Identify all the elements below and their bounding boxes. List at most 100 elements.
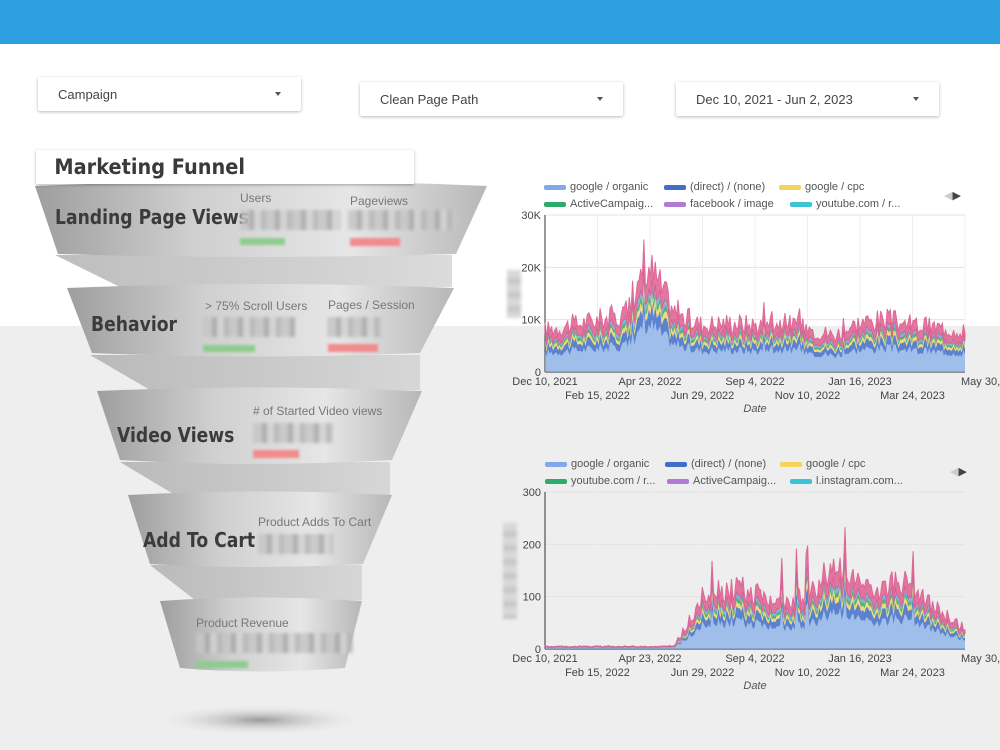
chart2-legend-item-5[interactable]: l.instagram.com... <box>790 475 903 487</box>
x-tick-label: Nov 10, 2022 <box>775 390 840 402</box>
metric-product-revenue-label: Product Revenue <box>196 616 289 630</box>
chart2-legend-item-2[interactable]: google / cpc <box>780 458 865 470</box>
funnel-title: Marketing Funnel <box>36 150 415 184</box>
scroll-users-delta <box>203 345 255 352</box>
legend-label: youtube.com / r... <box>571 475 656 487</box>
x-tick-label: May 30,... <box>961 376 1000 388</box>
page-path-dropdown[interactable]: Clean Page Path <box>360 82 623 116</box>
chart1-legend-pager: ◀▶ <box>944 189 961 202</box>
prev-page-icon[interactable]: ◀ <box>944 190 953 202</box>
y-tick-label: 200 <box>523 539 541 551</box>
x-axis-title: Date <box>743 403 766 415</box>
legend-label: google / cpc <box>806 458 866 470</box>
x-tick-label: Apr 23, 2022 <box>619 376 682 388</box>
x-tick-label: Feb 15, 2022 <box>565 390 630 402</box>
series-area-0 <box>545 312 965 372</box>
metric-scroll-users-label: > 75% Scroll Users <box>205 299 308 313</box>
prev-page-icon[interactable]: ◀ <box>950 466 959 478</box>
legend-swatch <box>544 184 566 190</box>
stage-add-to-cart: Add To Cart <box>143 528 256 552</box>
legend-label: (direct) / (none) <box>690 181 766 193</box>
chart2-area-chart: 0 100 200 300 Dec 10, 2021 Apr 23, 2022 Sep 4,… <box>512 487 1000 692</box>
legend-label: ActiveCampaig... <box>693 475 777 487</box>
x-tick-label: Jan 16, 2023 <box>828 653 892 665</box>
x-tick-label: Nov 10, 2022 <box>775 667 840 679</box>
x-tick-label: Jun 29, 2022 <box>671 390 735 402</box>
legend-label: (direct) / (none) <box>691 458 767 470</box>
campaign-dropdown[interactable]: Campaign <box>38 77 301 111</box>
legend-swatch <box>545 461 567 467</box>
product-revenue-delta <box>196 661 248 668</box>
chart1-legend-item-4[interactable]: facebook / image <box>664 198 774 210</box>
metric-users-label: Users <box>240 191 272 205</box>
legend-swatch <box>780 461 802 467</box>
x-tick-label: Jan 16, 2023 <box>828 376 892 388</box>
x-tick-label: Sep 4, 2022 <box>725 376 784 388</box>
chart1-legend-item-3[interactable]: ActiveCampaig... <box>544 198 653 210</box>
next-page-icon[interactable]: ▶ <box>952 190 961 202</box>
legend-swatch <box>664 201 686 207</box>
top-bar <box>0 0 1000 44</box>
chevron-down-icon <box>597 97 603 101</box>
adds-to-cart-value <box>258 534 333 554</box>
y-tick-label: 30K <box>521 210 541 222</box>
legend-swatch <box>779 184 801 190</box>
pages-session-delta <box>328 344 378 352</box>
chart2-legend-item-4[interactable]: ActiveCampaig... <box>667 475 776 487</box>
metric-video-views-label: # of Started Video views <box>253 404 383 418</box>
chart1-legend: google / organic (direct) / (none) googl… <box>544 181 944 215</box>
x-tick-label: Mar 24, 2023 <box>880 390 945 402</box>
series-area-1 <box>545 292 965 359</box>
campaign-dropdown-label: Campaign <box>58 86 118 102</box>
x-tick-label: Feb 15, 2022 <box>565 667 630 679</box>
chart2-legend-item-1[interactable]: (direct) / (none) <box>665 458 766 470</box>
chart2-legend-item-0[interactable]: google / organic <box>545 458 649 470</box>
chevron-down-icon <box>913 97 919 101</box>
x-axis-title: Date <box>743 680 766 692</box>
y-tick-label: 0 <box>535 367 541 379</box>
users-value <box>240 210 340 230</box>
y-tick-label: 300 <box>523 487 541 499</box>
chart1-legend-item-5[interactable]: youtube.com / r... <box>790 198 900 210</box>
product-revenue-value <box>196 633 353 653</box>
chart2-y-axis-title <box>503 523 517 619</box>
users-delta <box>240 238 285 245</box>
next-page-icon[interactable]: ▶ <box>958 466 967 478</box>
pageviews-value <box>348 210 458 230</box>
chart1-y-axis-title <box>507 270 521 318</box>
chart1-legend-item-1[interactable]: (direct) / (none) <box>664 181 765 193</box>
legend-swatch <box>667 478 689 484</box>
legend-swatch <box>545 478 567 484</box>
date-range-picker[interactable]: Dec 10, 2021 - Jun 2, 2023 <box>676 82 939 116</box>
chevron-down-icon <box>275 92 281 96</box>
chart1-legend-item-2[interactable]: google / cpc <box>779 181 864 193</box>
series-area-2 <box>545 283 965 354</box>
video-views-value <box>253 423 333 443</box>
y-tick-label: 10K <box>521 315 541 327</box>
x-tick-label: Dec 10, 2021 <box>512 653 577 665</box>
chart2-legend-item-3[interactable]: youtube.com / r... <box>545 475 655 487</box>
chart2-legend-pager: ◀▶ <box>950 465 967 478</box>
metric-pages-session-label: Pages / Session <box>328 298 415 312</box>
legend-label: ActiveCampaig... <box>570 198 654 210</box>
series-area-0 <box>545 594 965 649</box>
chart2-legend: google / organic (direct) / (none) googl… <box>545 458 945 492</box>
legend-swatch <box>664 184 686 190</box>
stage-video-views: Video Views <box>117 423 235 447</box>
scroll-users-value <box>203 317 295 337</box>
x-tick-label: Sep 4, 2022 <box>725 653 784 665</box>
x-tick-label: Mar 24, 2023 <box>880 667 945 679</box>
series-area-6 <box>544 527 966 648</box>
legend-label: google / organic <box>570 181 649 193</box>
video-views-delta <box>253 450 299 458</box>
legend-label: google / organic <box>571 458 650 470</box>
chart1-area-chart: 0 10K 20K 30K Dec 10, 2021 Apr 23, 2022 Sep 4,… <box>512 210 1000 415</box>
metric-adds-to-cart-label: Product Adds To Cart <box>258 515 372 529</box>
date-range-label: Dec 10, 2021 - Jun 2, 2023 <box>696 91 853 107</box>
x-tick-label: Jun 29, 2022 <box>671 667 735 679</box>
chart1-legend-item-0[interactable]: google / organic <box>544 181 648 193</box>
legend-label: facebook / image <box>690 198 774 210</box>
page-path-dropdown-label: Clean Page Path <box>380 91 479 107</box>
legend-swatch <box>544 201 566 207</box>
x-tick-label: Apr 23, 2022 <box>619 653 682 665</box>
